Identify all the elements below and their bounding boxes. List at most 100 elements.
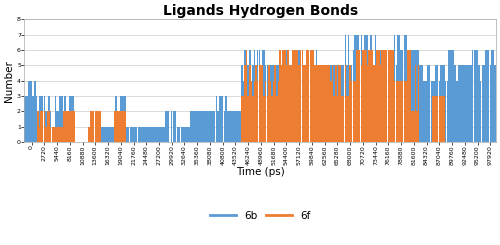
Bar bbox=[98, 111, 99, 142]
Bar bbox=[40, 111, 42, 142]
Bar bbox=[348, 96, 350, 142]
Bar bbox=[45, 127, 46, 142]
Bar bbox=[327, 65, 328, 142]
Bar bbox=[305, 65, 306, 142]
Bar bbox=[88, 127, 90, 142]
Bar bbox=[47, 111, 48, 142]
Bar bbox=[391, 50, 392, 142]
Bar bbox=[290, 81, 292, 142]
Bar bbox=[346, 65, 348, 142]
Bar bbox=[254, 50, 256, 142]
Bar bbox=[359, 50, 360, 142]
Bar bbox=[434, 96, 436, 142]
Bar bbox=[241, 65, 242, 142]
Bar bbox=[376, 81, 378, 142]
Bar bbox=[58, 127, 59, 142]
Bar bbox=[420, 65, 421, 142]
Bar bbox=[294, 50, 295, 142]
Bar bbox=[340, 65, 342, 142]
Bar bbox=[262, 65, 264, 142]
Bar bbox=[482, 65, 483, 142]
Bar bbox=[452, 50, 453, 142]
Bar bbox=[219, 96, 220, 142]
Bar bbox=[228, 111, 230, 142]
Bar bbox=[334, 96, 335, 142]
Bar bbox=[456, 81, 458, 142]
Bar bbox=[438, 81, 440, 142]
Bar bbox=[68, 111, 69, 142]
Bar bbox=[302, 50, 303, 142]
Bar bbox=[386, 50, 388, 142]
Bar bbox=[446, 81, 448, 142]
Bar bbox=[186, 127, 187, 142]
Bar bbox=[380, 50, 381, 142]
Bar bbox=[344, 35, 346, 142]
Bar bbox=[366, 35, 367, 142]
Bar bbox=[248, 96, 249, 142]
Bar bbox=[100, 127, 101, 142]
Bar bbox=[88, 127, 90, 142]
Bar bbox=[194, 111, 195, 142]
Bar bbox=[360, 65, 362, 142]
Bar bbox=[226, 111, 228, 142]
Bar bbox=[93, 111, 94, 142]
Bar bbox=[266, 65, 268, 142]
Bar bbox=[125, 96, 126, 142]
Bar bbox=[52, 127, 53, 142]
Bar bbox=[122, 111, 123, 142]
Bar bbox=[440, 65, 442, 142]
Bar bbox=[150, 127, 152, 142]
Bar bbox=[60, 96, 61, 142]
Bar bbox=[372, 65, 373, 142]
Bar bbox=[352, 81, 354, 142]
Bar bbox=[453, 50, 454, 142]
Bar bbox=[50, 111, 51, 142]
Bar bbox=[190, 111, 192, 142]
Bar bbox=[276, 65, 278, 142]
Bar bbox=[242, 81, 244, 142]
Bar bbox=[384, 50, 386, 142]
Bar bbox=[303, 65, 304, 142]
Bar bbox=[47, 111, 48, 142]
Bar bbox=[266, 96, 268, 142]
Bar bbox=[396, 65, 397, 142]
Bar bbox=[432, 81, 434, 142]
Bar bbox=[416, 111, 418, 142]
Bar bbox=[404, 35, 405, 142]
Bar bbox=[257, 50, 258, 142]
Bar bbox=[180, 127, 182, 142]
Bar bbox=[360, 35, 362, 142]
Bar bbox=[352, 50, 354, 142]
Bar bbox=[250, 81, 252, 142]
Bar bbox=[246, 65, 248, 142]
Bar bbox=[64, 111, 66, 142]
Bar bbox=[134, 127, 136, 142]
Bar bbox=[330, 81, 332, 142]
Bar bbox=[37, 111, 38, 142]
Bar bbox=[100, 111, 101, 142]
Bar bbox=[408, 50, 410, 142]
Bar bbox=[378, 96, 380, 142]
Bar bbox=[90, 127, 92, 142]
Bar bbox=[356, 50, 357, 142]
Bar bbox=[155, 127, 156, 142]
Bar bbox=[343, 65, 344, 142]
Bar bbox=[326, 65, 327, 142]
Bar bbox=[146, 127, 147, 142]
Bar bbox=[69, 96, 70, 142]
Bar bbox=[54, 127, 56, 142]
Bar bbox=[98, 127, 99, 142]
Bar bbox=[74, 111, 76, 142]
Bar bbox=[320, 65, 322, 142]
Bar bbox=[96, 111, 98, 142]
Bar bbox=[45, 111, 46, 142]
Bar bbox=[458, 65, 459, 142]
Bar bbox=[398, 81, 400, 142]
Bar bbox=[432, 96, 434, 142]
Bar bbox=[342, 96, 343, 142]
Bar bbox=[294, 50, 295, 142]
Bar bbox=[224, 111, 225, 142]
Bar bbox=[340, 65, 342, 142]
Bar bbox=[484, 50, 486, 142]
Bar bbox=[166, 111, 168, 142]
